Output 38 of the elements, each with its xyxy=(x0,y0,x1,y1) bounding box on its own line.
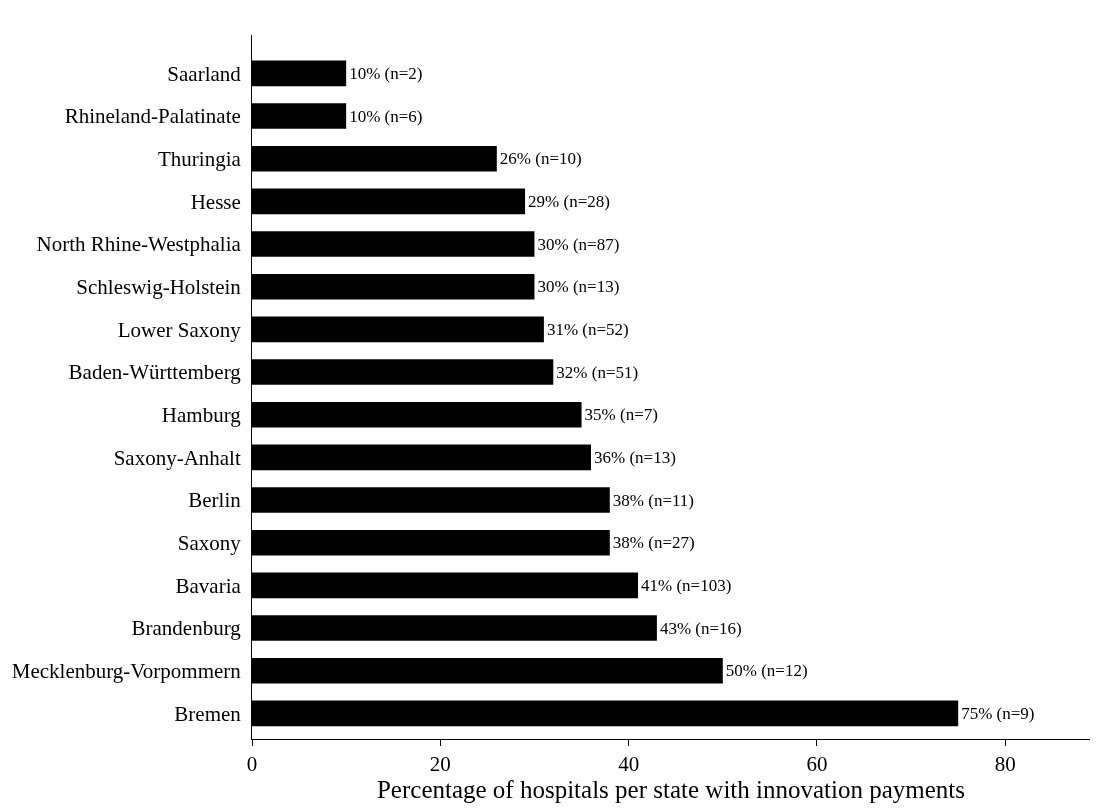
data-label: 30% (n=13) xyxy=(537,277,620,297)
x-axis-title: Percentage of hospitals per state with innovation payments xyxy=(376,776,966,804)
y-tick-label: Bavaria xyxy=(175,573,242,598)
x-tick-label: 40 xyxy=(618,752,640,777)
data-label: 50% (n=12) xyxy=(725,661,808,681)
x-tick-label: 0 xyxy=(246,752,258,777)
y-tick-label: Baden-Württemberg xyxy=(68,360,242,385)
data-label: 38% (n=27) xyxy=(612,533,695,553)
y-tick-label: Berlin xyxy=(188,488,242,513)
y-tick-label: Saxony xyxy=(177,531,242,556)
y-tick-label: Hesse xyxy=(190,189,241,214)
data-label: 30% (n=87) xyxy=(537,234,620,254)
data-label: 75% (n=9) xyxy=(961,703,1035,723)
y-tick-label: Schleswig-Holstein xyxy=(76,275,242,300)
y-tick-label: Lower Saxony xyxy=(117,317,242,342)
data-label: 36% (n=13) xyxy=(593,447,676,467)
data-label: 43% (n=16) xyxy=(659,618,742,638)
x-tick-label: 80 xyxy=(994,752,1016,777)
y-tick-label: Brandenburg xyxy=(131,616,242,641)
y-tick-label: Thuringia xyxy=(157,147,242,172)
y-tick-label: Mecklenburg-Vorpommern xyxy=(11,659,242,684)
y-tick-label: Bremen xyxy=(174,701,242,726)
y-tick-label: Saxony-Anhalt xyxy=(113,445,241,470)
data-label: 41% (n=103) xyxy=(641,575,732,595)
x-tick-label: 20 xyxy=(429,752,451,777)
data-label: 10% (n=2) xyxy=(349,63,423,83)
data-label: 31% (n=52) xyxy=(546,319,629,339)
data-label: 26% (n=10) xyxy=(499,149,582,169)
data-label: 32% (n=51) xyxy=(556,362,639,382)
y-tick-label: Rhineland-Palatinate xyxy=(64,104,241,129)
y-tick-label: North Rhine-Westphalia xyxy=(36,232,242,257)
x-tick-label: 60 xyxy=(806,752,828,777)
y-tick-label: Saarland xyxy=(167,61,242,86)
data-label: 29% (n=28) xyxy=(528,191,610,211)
data-label: 38% (n=11) xyxy=(612,490,694,510)
data-label: 10% (n=6) xyxy=(349,106,423,126)
data-label: 35% (n=7) xyxy=(584,405,658,425)
y-tick-label: Hamburg xyxy=(161,403,242,428)
